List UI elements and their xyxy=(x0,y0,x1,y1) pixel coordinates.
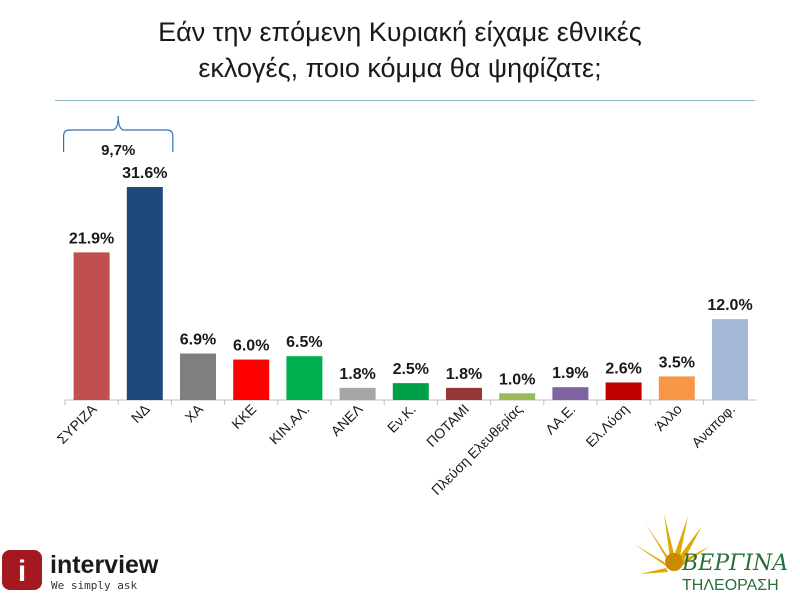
data-label: 1.9% xyxy=(552,365,588,382)
category-label: Πλεύση Ελευθερίας xyxy=(428,401,525,498)
title-line-2: εκλογές, ποιο κόμμα θα ψηφίζατε; xyxy=(198,53,602,83)
category-label: Αναποφ. xyxy=(688,401,738,451)
vergina-logo-name: ΒΕΡΓΙΝΑ xyxy=(681,551,788,576)
interview-logo: i interview We simply ask xyxy=(2,550,159,592)
data-label: 31.6% xyxy=(122,165,167,182)
title-line-1: Εάν την επόμενη Κυριακή είχαμε εθνικές xyxy=(158,17,642,47)
data-label: 3.5% xyxy=(659,354,695,371)
bar xyxy=(499,393,536,400)
category-label: ΝΔ xyxy=(128,401,153,426)
bar xyxy=(339,387,376,400)
vergina-tv-logo: ΒΕΡΓΙΝΑ ΤΗΛΕΟΡΑΣΗ xyxy=(634,514,788,594)
bar xyxy=(605,382,642,400)
bar xyxy=(126,187,163,400)
data-label: 6.0% xyxy=(233,338,269,355)
difference-annotation: 9,7% xyxy=(101,142,135,159)
data-label: 2.6% xyxy=(605,360,641,377)
category-label: ΛΑ.Ε. xyxy=(542,401,579,438)
category-label: Ελ.Λύση xyxy=(582,401,631,450)
chart-title: Εάν την επόμενη Κυριακή είχαμε εθνικές ε… xyxy=(0,14,800,86)
category-label: ΣΥΡΙΖΑ xyxy=(54,400,101,447)
vergina-logo-sub: ΤΗΛΕΟΡΑΣΗ xyxy=(682,577,779,594)
data-label: 21.9% xyxy=(69,230,114,247)
vergina-sun-icon xyxy=(634,514,710,574)
bar xyxy=(73,252,110,400)
difference-bracket xyxy=(63,115,174,152)
bar xyxy=(552,387,589,400)
bar xyxy=(233,359,270,400)
data-label: 2.5% xyxy=(393,361,429,378)
data-label: 12.0% xyxy=(707,297,752,314)
interview-logo-icon: i xyxy=(18,555,26,588)
data-label: 6.5% xyxy=(286,334,322,351)
category-label: ΚΚΕ xyxy=(228,401,259,432)
interview-logo-badge xyxy=(2,550,42,590)
interview-logo-name: interview xyxy=(50,551,159,579)
category-label: Εν.Κ. xyxy=(384,401,419,436)
bar xyxy=(712,319,748,400)
data-label: 6.9% xyxy=(180,331,216,348)
bar xyxy=(180,353,216,400)
data-label: 1.8% xyxy=(446,366,482,383)
interview-logo-tagline: We simply ask xyxy=(51,579,137,592)
bar xyxy=(392,383,429,400)
data-label: 1.0% xyxy=(499,371,535,388)
bar xyxy=(286,356,323,400)
bar xyxy=(658,376,695,400)
category-label: Άλλο xyxy=(652,401,685,434)
category-label: ΧΑ xyxy=(182,400,207,425)
bar xyxy=(446,387,482,400)
category-label: ΑΝΕΛ xyxy=(327,400,366,439)
title-divider xyxy=(55,100,755,101)
category-label: ΠΟΤΑΜΙ xyxy=(423,401,472,450)
data-label: 1.8% xyxy=(339,366,375,383)
category-label: ΚΙΝ.ΑΛ. xyxy=(266,401,313,448)
